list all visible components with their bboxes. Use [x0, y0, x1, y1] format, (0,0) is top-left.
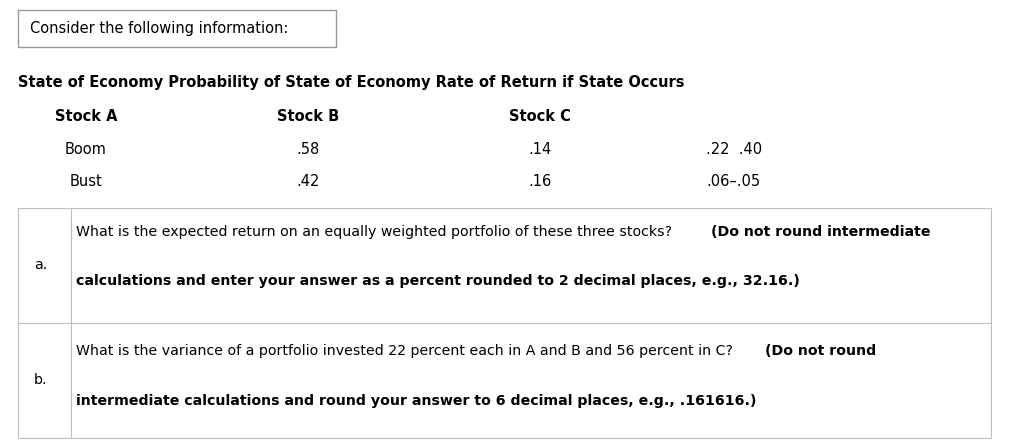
Text: .14: .14	[528, 142, 552, 157]
Text: Bust: Bust	[70, 173, 102, 189]
Text: Stock C: Stock C	[509, 109, 571, 124]
FancyBboxPatch shape	[18, 10, 336, 47]
Text: What is the variance of a portfolio invested 22 percent each in A and B and 56 p: What is the variance of a portfolio inve…	[76, 344, 738, 358]
Text: Stock B: Stock B	[276, 109, 339, 124]
Text: .58: .58	[296, 142, 320, 157]
FancyBboxPatch shape	[18, 208, 991, 438]
Text: .22  .40: .22 .40	[706, 142, 763, 157]
Text: State of Economy Probability of State of Economy Rate of Return if State Occurs: State of Economy Probability of State of…	[18, 75, 685, 90]
Text: Consider the following information:: Consider the following information:	[30, 21, 289, 36]
Text: .06–.05: .06–.05	[706, 173, 761, 189]
Text: calculations and enter your answer as a percent rounded to 2 decimal places, e.g: calculations and enter your answer as a …	[76, 274, 799, 288]
Text: a.: a.	[33, 258, 47, 272]
Text: Boom: Boom	[65, 142, 107, 157]
Text: What is the expected return on an equally weighted portfolio of these three stoc: What is the expected return on an equall…	[76, 225, 676, 239]
Text: Stock A: Stock A	[54, 109, 117, 124]
Text: .42: .42	[296, 173, 320, 189]
Text: (Do not round intermediate: (Do not round intermediate	[711, 225, 931, 239]
Text: b.: b.	[33, 373, 47, 388]
Text: intermediate calculations and round your answer to 6 decimal places, e.g., .1616: intermediate calculations and round your…	[76, 393, 756, 408]
Text: (Do not round: (Do not round	[765, 344, 876, 358]
Text: .16: .16	[528, 173, 552, 189]
